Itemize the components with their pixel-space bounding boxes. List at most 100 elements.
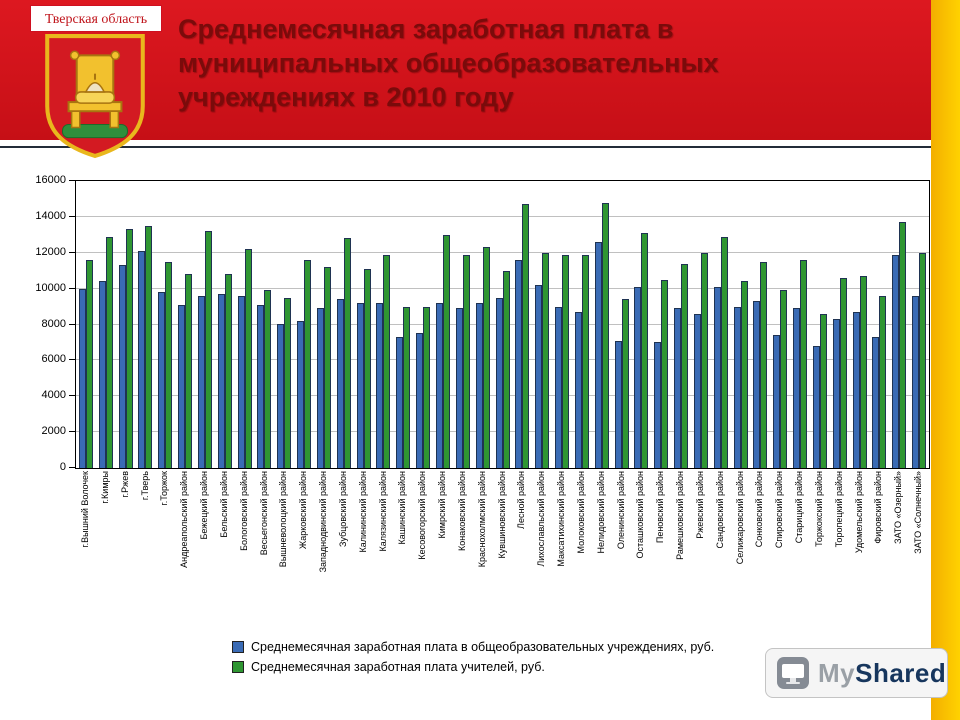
bar-teachers bbox=[700, 253, 708, 468]
y-tick-mark bbox=[69, 467, 75, 468]
x-category-label: Торопецкий район bbox=[833, 471, 844, 548]
bar-teachers bbox=[442, 235, 450, 468]
bar-institutions bbox=[118, 265, 126, 468]
x-category-label: Старицкий район bbox=[794, 471, 805, 544]
x-category-label: Кашинский район bbox=[397, 471, 408, 545]
bar-institutions bbox=[515, 260, 523, 468]
gridline bbox=[76, 215, 929, 217]
bar-institutions bbox=[753, 301, 761, 468]
y-axis: 0 2000 4000 6000 8000 10000 12000 14000 16000 bbox=[0, 174, 66, 473]
bar-institutions bbox=[435, 303, 443, 468]
x-category-label: Нелидовский район bbox=[595, 471, 606, 554]
bar-teachers bbox=[720, 237, 728, 468]
bar-institutions bbox=[158, 292, 166, 468]
x-category-label: Зубцовский район bbox=[337, 471, 348, 547]
legend-label: Среднемесячная заработная плата учителей… bbox=[251, 660, 545, 674]
x-category-label: Краснохолмский район bbox=[476, 471, 487, 568]
x-category-label: г.Тверь bbox=[139, 471, 150, 501]
x-category-label: Торжокский район bbox=[813, 471, 824, 547]
y-tick-mark bbox=[69, 359, 75, 361]
x-category-label: Конаковский район bbox=[456, 471, 467, 551]
y-tick-label: 2000 bbox=[41, 425, 66, 438]
bar-institutions bbox=[733, 307, 741, 468]
x-category-label: Кувшиновский район bbox=[496, 471, 507, 559]
bar-institutions bbox=[316, 308, 324, 468]
y-tick-mark bbox=[69, 287, 75, 289]
legend-swatch-institutions bbox=[232, 641, 244, 653]
bar-teachers bbox=[899, 222, 907, 468]
chart-legend: Среднемесячная заработная плата в общеоб… bbox=[232, 637, 714, 677]
x-category-label: Западнодвинский район bbox=[318, 471, 329, 573]
x-category-label: г.Торжок bbox=[159, 471, 170, 506]
bar-teachers bbox=[502, 271, 510, 468]
bar-teachers bbox=[125, 229, 133, 468]
bar-teachers bbox=[621, 299, 629, 468]
wordmark-shared: Shared bbox=[855, 657, 947, 688]
y-tick-label: 16000 bbox=[35, 174, 66, 186]
bar-institutions bbox=[257, 305, 265, 468]
bar-teachers bbox=[879, 296, 887, 468]
x-category-label: Ржевский район bbox=[694, 471, 705, 539]
bar-institutions bbox=[852, 312, 860, 468]
bar-institutions bbox=[396, 337, 404, 468]
x-category-label: Калязинский район bbox=[377, 471, 388, 552]
bar-institutions bbox=[78, 289, 86, 468]
bar-teachers bbox=[661, 280, 669, 468]
title-line: муниципальных общеобразовательных bbox=[178, 48, 719, 78]
x-category-label: Лесной район bbox=[516, 471, 527, 529]
bar-institutions bbox=[872, 337, 880, 468]
x-category-label: Андреапольский район bbox=[179, 471, 190, 568]
bar-institutions bbox=[178, 305, 186, 468]
x-category-label: Лихославльский район bbox=[536, 471, 547, 567]
x-category-label: Бологовский район bbox=[238, 471, 249, 551]
x-category-label: г.Вышний Волочек bbox=[80, 471, 90, 548]
bar-teachers bbox=[839, 278, 847, 468]
bar-institutions bbox=[336, 299, 344, 468]
bar-institutions bbox=[832, 319, 840, 468]
bar-institutions bbox=[634, 287, 642, 468]
x-category-label: Кесовогорский район bbox=[417, 471, 428, 560]
bar-teachers bbox=[542, 253, 550, 468]
bar-teachers bbox=[740, 281, 748, 468]
bar-teachers bbox=[919, 253, 927, 468]
presentation-screen-icon bbox=[776, 656, 810, 690]
myshared-logo[interactable]: MyShared bbox=[765, 648, 948, 698]
bar-teachers bbox=[85, 260, 93, 468]
x-category-label: ЗАТО «Солнечный» bbox=[913, 471, 924, 554]
title-line: Среднемесячная заработная плата в bbox=[178, 14, 674, 44]
x-category-label: Селижаровский район bbox=[734, 471, 745, 565]
yellow-right-stripe bbox=[931, 0, 960, 720]
bar-institutions bbox=[98, 281, 106, 468]
bar-institutions bbox=[693, 314, 701, 468]
bar-teachers bbox=[204, 231, 212, 468]
bar-teachers bbox=[145, 226, 153, 468]
bar-institutions bbox=[455, 308, 463, 468]
header-divider bbox=[0, 146, 931, 148]
bar-institutions bbox=[217, 294, 225, 468]
x-category-label: Удомельский район bbox=[853, 471, 864, 554]
y-tick-mark bbox=[69, 323, 75, 325]
bar-institutions bbox=[793, 308, 801, 468]
bar-institutions bbox=[356, 303, 364, 468]
legend-item: Среднемесячная заработная плата в общеоб… bbox=[232, 637, 714, 657]
y-tick-label: 4000 bbox=[41, 389, 66, 402]
x-category-label: г.Ржев bbox=[119, 471, 130, 498]
x-category-label: Бельский район bbox=[218, 471, 229, 538]
bar-teachers bbox=[859, 276, 867, 468]
bar-teachers bbox=[383, 255, 391, 468]
legend-item: Среднемесячная заработная плата учителей… bbox=[232, 657, 714, 677]
bar-teachers bbox=[343, 238, 351, 468]
x-category-label: Молоковский район bbox=[575, 471, 586, 554]
bar-teachers bbox=[423, 307, 431, 468]
bar-teachers bbox=[304, 260, 312, 468]
bar-institutions bbox=[892, 255, 900, 468]
bar-institutions bbox=[614, 341, 622, 468]
coat-of-arms-icon bbox=[45, 34, 145, 159]
bar-teachers bbox=[224, 274, 232, 468]
bar-institutions bbox=[376, 303, 384, 468]
emblem-label: Тверская область bbox=[30, 5, 162, 32]
bar-teachers bbox=[284, 298, 292, 468]
x-category-label: Рамешковский район bbox=[675, 471, 686, 560]
bar-teachers bbox=[462, 255, 470, 468]
